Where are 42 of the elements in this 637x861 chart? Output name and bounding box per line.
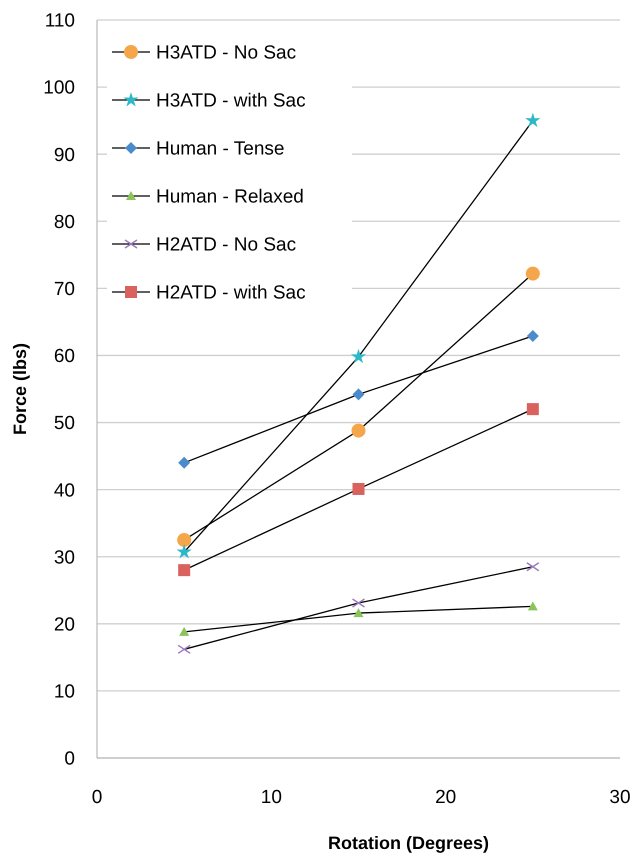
point [526,266,540,281]
point [526,562,540,572]
x-tick-label: 30 [609,787,631,808]
point [352,388,364,400]
point [179,626,190,636]
legend-label: H2ATD - No Sac [156,234,296,256]
legend-label: H2ATD - with Sac [156,282,306,304]
y-tick-label: 100 [43,78,75,99]
point [177,532,192,547]
point [526,403,539,416]
y-tick-label: 30 [54,547,75,568]
y-tick-label: 10 [54,682,75,703]
y-tick-label: 70 [54,279,75,300]
point [354,608,364,618]
point [352,598,366,608]
legend-label: Human - Relaxed [156,186,304,208]
y-tick-label: 20 [54,614,75,636]
y-tick-label: 0 [64,748,75,770]
y-tick-label: 80 [54,212,75,233]
point [525,112,540,128]
y-tick-label: 50 [54,413,75,434]
x-tick-label: 0 [92,787,102,808]
point [178,564,190,576]
y-tick-label: 60 [54,346,75,368]
point [352,482,364,495]
y-axis-title: Force (lbs) [10,342,30,436]
point [176,544,192,559]
point [528,601,538,610]
point [352,424,366,438]
point [526,330,539,342]
y-tick-label: 110 [44,10,75,32]
y-tick-label: 40 [54,480,75,502]
point [177,644,191,654]
x-axis-title: Rotation (Degrees) [328,833,490,853]
legend-label: H3ATD - with Sac [156,90,306,112]
x-tick-label: 20 [435,787,456,808]
point [178,456,190,469]
point [350,348,366,364]
y-tick-label: 90 [54,144,75,166]
legend-label: Human - Tense [156,138,284,160]
legend-label: H3ATD - No Sac [156,42,296,64]
x-tick-label: 10 [260,787,282,808]
